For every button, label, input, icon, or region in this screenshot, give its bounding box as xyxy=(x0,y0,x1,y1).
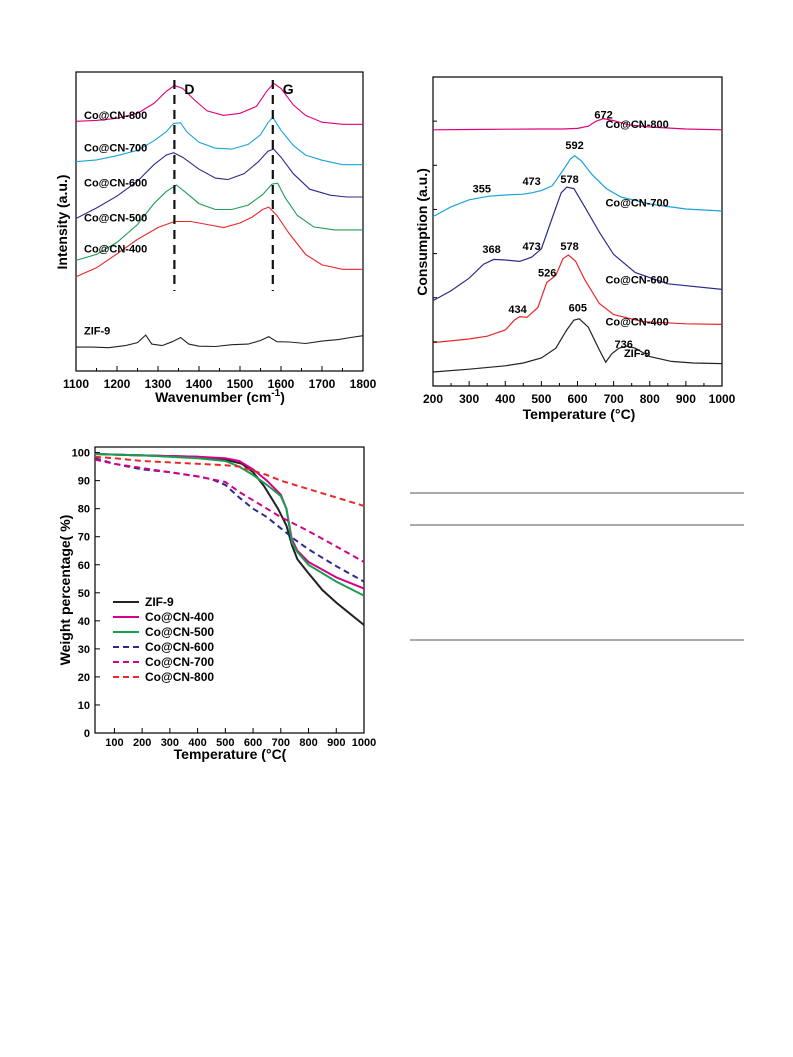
tga-series-zif-9 xyxy=(94,453,365,626)
tga-x-tick-label: 500 xyxy=(216,737,234,749)
raman-x-tick-label: 1100 xyxy=(63,377,89,391)
raman-y-axis-label: Intensity (a.u.) xyxy=(54,175,70,270)
raman-series-label-co-cn-500: Co@CN-500 xyxy=(84,212,147,224)
raman-x-tick-label: 1200 xyxy=(104,377,131,391)
tga-x-tick-label: 100 xyxy=(105,737,123,749)
tga-x-tick-label: 600 xyxy=(244,737,262,749)
tga-y-tick-label: 60 xyxy=(78,560,90,572)
tga-legend-label-co-cn-400: Co@CN-400 xyxy=(145,610,214,624)
tpr-series-label-co-cn-600: Co@CN-600 xyxy=(605,275,668,287)
tga-x-tick-label: 300 xyxy=(161,737,179,749)
raman-series-label-zif-9: ZIF-9 xyxy=(84,326,110,338)
raman-series-co-cn-500 xyxy=(75,182,363,261)
tpr-series-co-cn-800 xyxy=(432,117,723,131)
raman-x-tick-label: 1400 xyxy=(186,377,213,391)
raman-x-tick-label: 1600 xyxy=(268,377,295,391)
tpr-peak-label: 592 xyxy=(565,140,583,152)
tpr-series-label-zif-9: ZIF-9 xyxy=(624,348,650,360)
raman-x-tick-label: 1800 xyxy=(350,377,377,391)
tpr-x-tick-label: 800 xyxy=(640,392,660,406)
tga-y-tick-label: 20 xyxy=(78,672,90,684)
raman-series-label-co-cn-700: Co@CN-700 xyxy=(84,142,147,154)
tga-series-co-cn-800 xyxy=(94,455,365,507)
tga-x-tick-label: 900 xyxy=(327,737,345,749)
tpr-peak-label: 736 xyxy=(615,339,633,351)
tga-x-tick-label: 200 xyxy=(133,737,151,749)
tpr-series-zif-9 xyxy=(432,318,723,373)
raman-series-label-co-cn-600: Co@CN-600 xyxy=(84,177,147,189)
tga-y-axis-label: Weight percentage( %) xyxy=(57,515,73,666)
raman-series-co-cn-800 xyxy=(75,82,363,125)
raman-series-co-cn-400 xyxy=(75,206,363,278)
tga-plot-frame xyxy=(94,446,365,734)
raman-series-zif-9 xyxy=(76,334,364,349)
tpr-peak-label: 526 xyxy=(538,268,556,280)
tpr-panel: 200 300 400 500 600 700 800 900 1000 Co@CN-800 Co… xyxy=(414,76,736,422)
tpr-x-tick-label: 500 xyxy=(531,392,551,406)
tga-legend-label-zif-9: ZIF-9 xyxy=(145,595,174,609)
tga-y-tick-label: 80 xyxy=(78,504,90,516)
tpr-peak-label: 473 xyxy=(522,176,540,188)
raman-band-label-g: G xyxy=(283,81,294,97)
tpr-peak-label: 368 xyxy=(482,244,500,256)
tga-series-co-cn-500 xyxy=(94,453,365,597)
tpr-plot-frame xyxy=(432,76,723,387)
raman-x-tick-label: 1300 xyxy=(145,377,172,391)
tga-series-co-cn-700 xyxy=(94,458,365,563)
tpr-peak-label: 578 xyxy=(560,174,578,186)
tpr-series-co-cn-700 xyxy=(432,155,723,218)
tpr-x-tick-label: 1000 xyxy=(709,392,736,406)
tpr-x-tick-label: 600 xyxy=(567,392,587,406)
tpr-peak-label: 672 xyxy=(594,109,612,121)
tga-y-tick-label: 10 xyxy=(78,700,90,712)
tga-x-tick-label: 400 xyxy=(188,737,206,749)
tga-x-tick-label: 800 xyxy=(299,737,317,749)
empty-table-rules xyxy=(410,492,744,641)
tga-y-tick-label: 90 xyxy=(78,476,90,488)
raman-x-axis-label: Wavenumber (cm-1) xyxy=(155,388,285,405)
tpr-x-tick-label: 700 xyxy=(604,392,624,406)
tpr-x-tick-label: 900 xyxy=(676,392,696,406)
tpr-x-tick-label: 300 xyxy=(459,392,479,406)
tga-y-tick-label: 70 xyxy=(78,532,90,544)
tpr-x-tick-label: 400 xyxy=(495,392,515,406)
raman-x-tick-label: 1700 xyxy=(309,377,336,391)
tga-series-co-cn-600 xyxy=(94,457,365,583)
tga-x-tick-label: 1000 xyxy=(352,737,376,749)
tpr-peak-label: 605 xyxy=(569,303,587,315)
tga-series-co-cn-400 xyxy=(94,453,365,590)
tpr-y-axis-label: Consumption (a.u.) xyxy=(414,168,430,296)
raman-series-co-cn-600 xyxy=(75,148,363,219)
tga-x-axis-label: Temperature (°C( xyxy=(174,746,287,762)
raman-x-tick-label: 1500 xyxy=(227,377,254,391)
tpr-x-tick-label: 200 xyxy=(423,392,443,406)
tga-y-tick-label: 50 xyxy=(78,588,90,600)
tpr-x-axis-label: Temperature (°C) xyxy=(523,406,636,422)
tpr-peak-label: 578 xyxy=(560,241,578,253)
raman-series-co-cn-700 xyxy=(75,116,363,166)
raman-band-label-d: D xyxy=(184,81,194,97)
raman-series-label-co-cn-800: Co@CN-800 xyxy=(84,110,147,122)
tga-y-tick-label: 30 xyxy=(78,644,90,656)
tpr-peak-label: 434 xyxy=(508,304,527,316)
tga-legend-label-co-cn-700: Co@CN-700 xyxy=(145,655,214,669)
tga-y-tick-label: 40 xyxy=(78,616,90,628)
tpr-peak-label: 473 xyxy=(522,241,540,253)
tpr-series-co-cn-400 xyxy=(432,254,723,344)
tga-legend-label-co-cn-500: Co@CN-500 xyxy=(145,625,214,639)
tga-legend-label-co-cn-600: Co@CN-600 xyxy=(145,640,214,654)
tga-x-tick-label: 700 xyxy=(272,737,290,749)
tpr-peak-label: 355 xyxy=(473,184,491,196)
tga-y-tick-label: 0 xyxy=(84,728,90,740)
tpr-series-label-co-cn-400: Co@CN-400 xyxy=(605,317,668,329)
raman-series-label-co-cn-400: Co@CN-400 xyxy=(84,243,147,255)
tga-y-tick-label: 100 xyxy=(72,448,90,460)
tpr-series-label-co-cn-800: Co@CN-800 xyxy=(605,119,668,131)
tpr-series-co-cn-600 xyxy=(432,186,723,302)
raman-panel: D G 1100 1200 1300 1400 1500 1600 1700 1800 Co@C… xyxy=(54,71,377,405)
tpr-series-label-co-cn-700: Co@CN-700 xyxy=(605,198,668,210)
tga-panel: 100 200 300 400 500 600 700 800 900 1000 0 10 20 30 40… xyxy=(57,446,376,762)
tga-legend-label-co-cn-800: Co@CN-800 xyxy=(145,670,214,684)
